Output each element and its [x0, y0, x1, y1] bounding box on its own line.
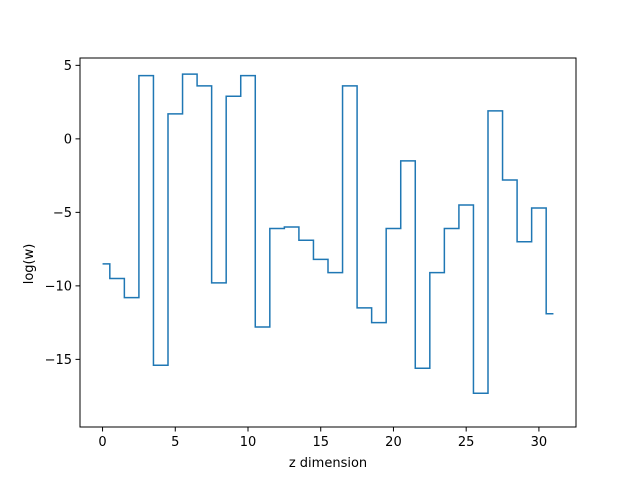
x-tick-label: 10	[240, 435, 257, 450]
x-tick-label: 25	[458, 435, 475, 450]
y-tick-label: −5	[53, 206, 72, 221]
series-line	[102, 73, 554, 394]
y-tick-label: −10	[45, 279, 72, 294]
y-axis-label: log(w)	[22, 244, 37, 285]
x-tick-label: 30	[531, 435, 548, 450]
x-tick-label: 5	[171, 435, 179, 450]
x-axis: 0 5 10 15 20 25 30	[98, 427, 547, 450]
y-tick-label: 5	[64, 59, 72, 74]
x-tick-label: 15	[312, 435, 329, 450]
x-axis-label: z dimension	[289, 456, 367, 471]
y-tick-label: 0	[64, 132, 72, 147]
y-tick-label: −15	[45, 353, 72, 368]
axes-frame	[79, 57, 577, 428]
x-tick-label: 20	[385, 435, 402, 450]
x-tick-label: 0	[98, 435, 106, 450]
plot-lines	[102, 73, 554, 394]
y-axis: −15 −10 −5 0 5	[45, 59, 80, 368]
